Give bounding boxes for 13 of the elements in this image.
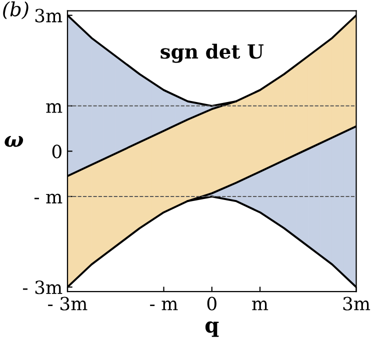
text: sgn det U [160, 44, 264, 63]
x-tick-label: m [252, 300, 268, 310]
y-tick-label: 3m [35, 8, 62, 22]
y-tick-label: - 3m [22, 280, 62, 294]
y-tick-label: - m [34, 194, 62, 204]
x-axis-title: q [205, 321, 219, 337]
y-tick-label: 0 [52, 144, 62, 158]
x-tick-label: 3m [343, 296, 370, 310]
x-tick-label: 0 [207, 296, 216, 310]
text: (b) [3, 1, 28, 20]
y-axis-title: ω [4, 136, 24, 147]
x-tick-label: - m [150, 300, 178, 310]
y-tick-label: m [46, 103, 62, 113]
